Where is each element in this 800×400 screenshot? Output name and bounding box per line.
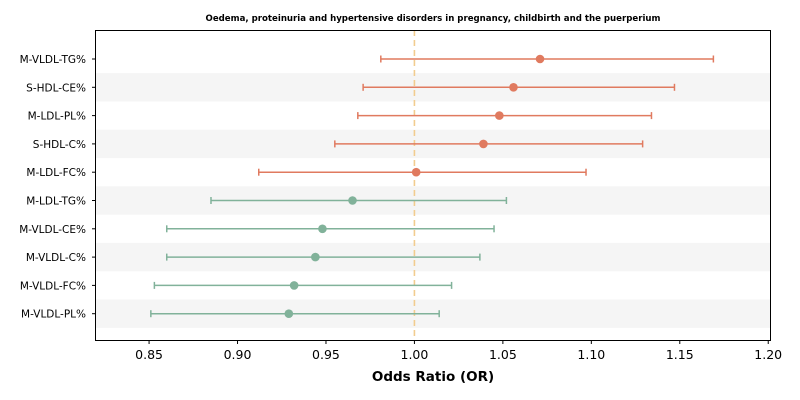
row-label: M-LDL-TG% <box>26 196 86 208</box>
x-axis-label: Odds Ratio (OR) <box>372 369 494 385</box>
row-label: S-HDL-CE% <box>26 82 86 94</box>
forest-row <box>210 196 508 205</box>
or-point <box>411 167 421 177</box>
forest-row <box>258 167 587 177</box>
chart-title: Oedema, proteinuria and hypertensive dis… <box>206 14 661 24</box>
x-axis: 0.85 0.90 0.95 1.00 1.05 1.10 1.15 1.20 <box>135 340 782 362</box>
or-point <box>495 111 504 120</box>
row-label: M-VLDL-TG% <box>20 54 86 66</box>
forest-row <box>357 111 653 120</box>
forest-row <box>166 224 495 234</box>
row-label: M-LDL-PL% <box>28 111 86 123</box>
or-point <box>289 281 299 290</box>
forest-row <box>166 252 481 262</box>
x-tick-label: 1.15 <box>666 347 694 362</box>
x-tick-label: 0.85 <box>135 347 163 362</box>
plot-frame <box>95 30 771 341</box>
forest-row <box>150 309 440 319</box>
row-label: S-HDL-C% <box>33 139 86 151</box>
row-label: M-VLDL-FC% <box>20 280 86 292</box>
or-point <box>348 196 357 205</box>
or-point <box>535 54 545 64</box>
or-point <box>479 139 488 149</box>
x-tick-label: 1.20 <box>754 347 782 362</box>
or-point <box>284 309 294 319</box>
or-point <box>311 252 320 262</box>
forest-row <box>153 281 453 290</box>
or-point <box>318 224 327 234</box>
row-label: M-VLDL-C% <box>26 252 86 264</box>
row-label: M-VLDL-PL% <box>21 309 86 321</box>
row-label: M-VLDL-CE% <box>19 224 86 236</box>
forest-row <box>362 83 676 92</box>
or-point <box>509 83 518 92</box>
x-tick-label: 1.05 <box>489 347 517 362</box>
data-marks <box>150 54 715 319</box>
x-tick-label: 1.00 <box>401 347 429 362</box>
forest-row <box>380 54 715 64</box>
x-tick-label: 0.95 <box>312 347 340 362</box>
x-tick-label: 1.10 <box>577 347 605 362</box>
x-tick-label: 0.90 <box>224 347 252 362</box>
y-axis-labels: M-VLDL-TG% S-HDL-CE% M-LDL-PL% S-HDL-C% M-LD… <box>19 54 96 321</box>
forest-row <box>334 139 644 149</box>
row-label: M-LDL-FC% <box>26 167 86 179</box>
